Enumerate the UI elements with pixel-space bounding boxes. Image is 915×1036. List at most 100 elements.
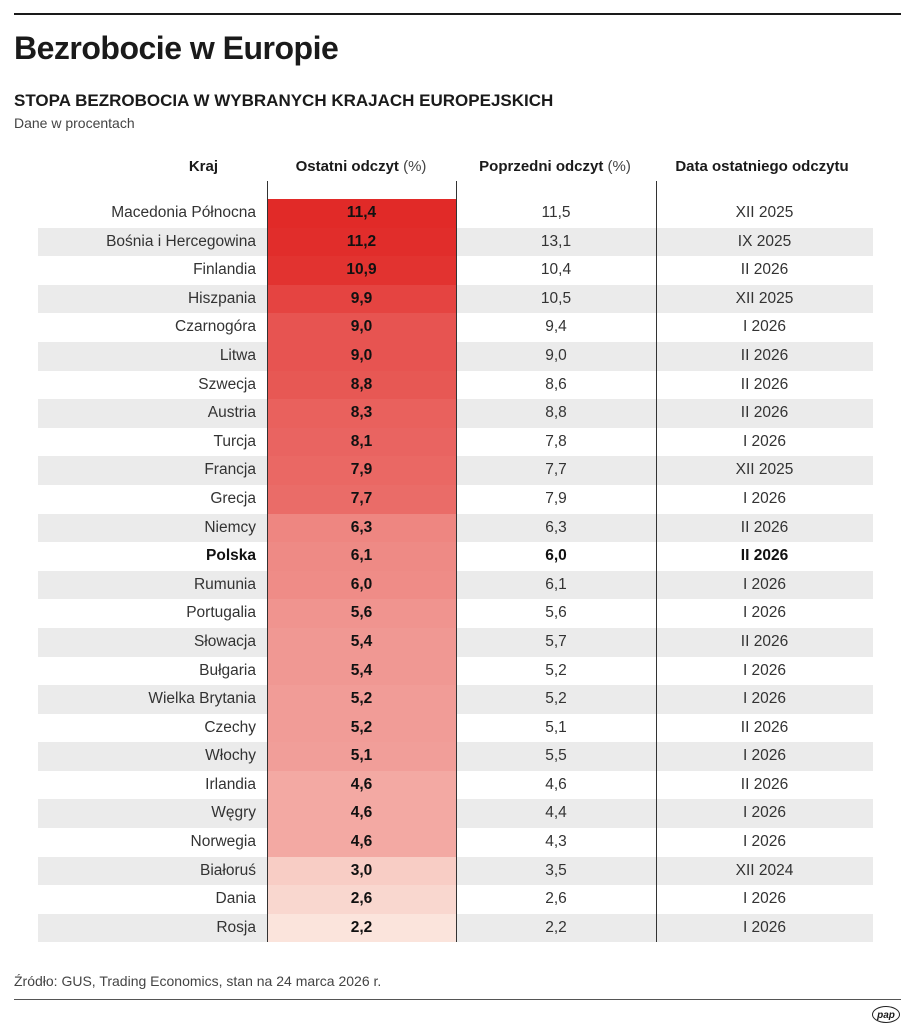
table-row: Austria 8,3 8,8 II 2026 (38, 399, 873, 428)
table-row: Polska 6,1 6,0 II 2026 (38, 542, 873, 571)
country-name: Niemcy (204, 518, 256, 536)
value-bar (267, 770, 456, 800)
reading-date: XII 2025 (735, 289, 794, 307)
column-header-previous-label: Poprzedni odczyt (479, 158, 604, 175)
previous-value: 7,7 (545, 461, 567, 479)
previous-value: 11,5 (541, 204, 571, 221)
table-row: Grecja 7,7 7,9 I 2026 (38, 484, 873, 514)
previous-value: 4,4 (545, 804, 567, 822)
country-name: Rosja (216, 918, 256, 936)
country-name: Bułgaria (199, 661, 256, 679)
previous-value: 8,8 (545, 404, 567, 422)
top-rule (14, 13, 901, 15)
reading-date: I 2026 (742, 690, 787, 708)
table-row: Hiszpania 9,9 10,5 XII 2025 (38, 284, 873, 314)
previous-value: 10,5 (540, 289, 572, 307)
previous-value: 4,6 (545, 775, 567, 793)
reading-date: I 2026 (742, 918, 787, 936)
reading-date: I 2026 (742, 604, 787, 622)
column-header-latest-label: Ostatni odczyt (295, 158, 399, 175)
previous-value: 5,2 (545, 690, 567, 708)
latest-value: 6,3 (350, 518, 373, 536)
latest-value: 3,0 (350, 861, 373, 879)
reading-date: II 2026 (740, 346, 789, 364)
country-name: Polska (206, 547, 256, 565)
latest-value: 5,2 (350, 718, 373, 736)
bottom-rule (14, 999, 901, 1000)
latest-value: 2,2 (350, 918, 373, 936)
country-name: Norwegia (190, 833, 256, 851)
previous-value: 5,1 (545, 718, 567, 736)
latest-value: 5,4 (350, 661, 373, 679)
value-bar (267, 885, 456, 914)
value-bar (267, 484, 456, 514)
column-header-country: Kraj (188, 158, 218, 175)
latest-value: 11,4 (346, 204, 377, 221)
value-bar (267, 227, 456, 257)
column-header-previous: Poprzedni odczyt (%) (479, 158, 631, 175)
reading-date: II 2026 (740, 518, 789, 536)
latest-value: 6,1 (350, 547, 373, 565)
value-bar (267, 713, 456, 743)
table-row: Czechy 5,2 5,1 II 2026 (38, 713, 873, 743)
country-name: Francja (204, 461, 256, 479)
country-name: Turcja (213, 432, 257, 450)
country-name: Austria (207, 404, 256, 422)
value-bar (267, 742, 456, 771)
previous-value: 6,1 (545, 575, 567, 593)
previous-value: 9,4 (545, 318, 567, 336)
table-row: Portugalia 5,6 5,6 I 2026 (38, 599, 873, 628)
country-name: Białoruś (200, 861, 256, 879)
previous-value: 13,1 (540, 232, 572, 250)
value-bar (267, 513, 456, 543)
latest-value: 5,4 (350, 632, 373, 650)
column-header-previous-unit: (%) (607, 158, 631, 175)
country-name: Włochy (205, 747, 256, 765)
country-name: Szwecja (198, 375, 256, 393)
table-row: Litwa 9,0 9,0 II 2026 (38, 341, 873, 371)
reading-date: I 2026 (742, 804, 787, 822)
reading-date: XII 2025 (735, 204, 794, 221)
latest-value: 2,6 (350, 890, 373, 908)
table-row: Rosja 2,2 2,2 I 2026 (38, 913, 873, 943)
value-bar (267, 256, 456, 285)
column-divider (656, 181, 657, 942)
table-row: Słowacja 5,4 5,7 II 2026 (38, 627, 873, 657)
country-name: Węgry (211, 804, 256, 822)
latest-value: 9,9 (350, 289, 373, 307)
latest-value: 5,6 (350, 604, 373, 622)
value-bar (267, 570, 456, 600)
value-bar (267, 199, 456, 228)
value-bar (267, 456, 456, 485)
previous-value: 3,5 (545, 861, 567, 879)
table-row: Francja 7,9 7,7 XII 2025 (38, 456, 873, 485)
table-row: Bułgaria 5,4 5,2 I 2026 (38, 656, 873, 686)
country-name: Grecja (210, 489, 256, 507)
reading-date: II 2026 (740, 375, 789, 393)
chart-subtitle: STOPA BEZROBOCIA W WYBRANYCH KRAJACH EUR… (14, 91, 554, 110)
table-row: Turcja 8,1 7,8 I 2026 (38, 427, 873, 457)
previous-value: 7,8 (545, 432, 567, 450)
reading-date: I 2026 (742, 890, 787, 908)
pap-logo: pap (872, 1006, 900, 1023)
latest-value: 5,2 (350, 690, 373, 708)
latest-value: 9,0 (350, 346, 373, 364)
reading-date: II 2026 (740, 547, 789, 565)
latest-value: 8,8 (350, 375, 373, 393)
reading-date: I 2026 (742, 833, 787, 851)
value-bar (267, 313, 456, 342)
table-row: Wielka Brytania 5,2 5,2 I 2026 (38, 685, 873, 714)
value-bar (267, 427, 456, 457)
value-bar (267, 341, 456, 371)
latest-value: 7,9 (350, 461, 373, 479)
column-divider (456, 181, 457, 942)
column-header-latest-unit: (%) (403, 158, 427, 175)
reading-date: XII 2025 (735, 461, 794, 479)
table-row: Irlandia 4,6 4,6 II 2026 (38, 770, 873, 800)
value-bar (267, 399, 456, 428)
reading-date: I 2026 (742, 575, 787, 593)
reading-date: II 2026 (740, 718, 789, 736)
table-row: Finlandia 10,9 10,4 II 2026 (38, 256, 873, 285)
reading-date: I 2026 (742, 432, 787, 450)
table-row: Czarnogóra 9,0 9,4 I 2026 (38, 313, 873, 342)
